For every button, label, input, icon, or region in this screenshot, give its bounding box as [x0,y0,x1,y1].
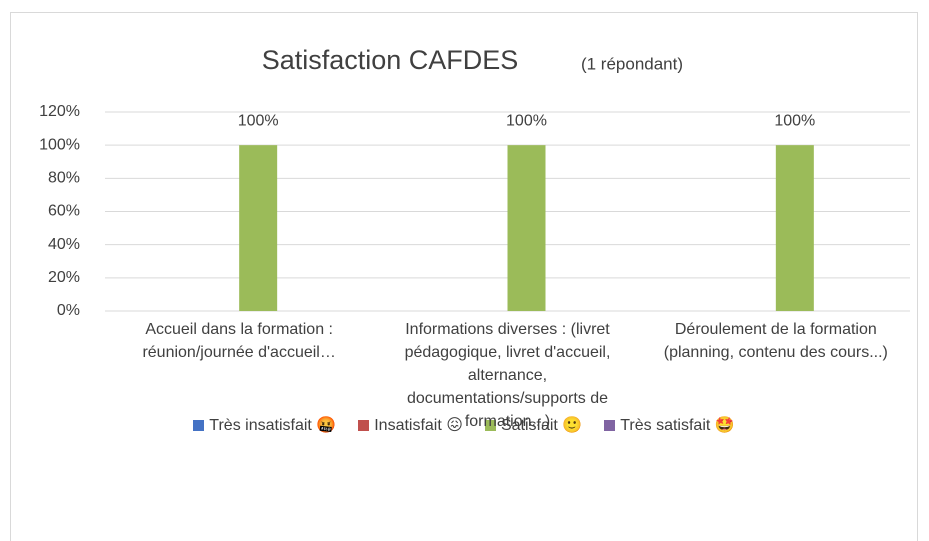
legend-swatch [484,419,496,431]
chart-border [10,12,918,541]
y-tick-label: 100% [39,136,80,153]
y-tick-label: 80% [48,170,80,187]
x-tick-label: Accueil dans la formation : réunion/jour… [142,321,336,361]
legend-swatch [604,419,616,431]
legend-label: Satisfait 🙂 [500,417,583,434]
bar [775,145,814,311]
legend-label: Très insatisfait 🤬 [209,417,337,434]
y-tick-label: 0% [57,302,80,319]
data-label: 100% [774,112,815,129]
legend-item: Insatisfait 😖 [358,415,463,435]
x-tick-label: Informations diverses : (livret pédagogi… [404,321,611,430]
chart-title: Satisfaction CAFDES [262,45,519,75]
legend-item: Très satisfait 🤩 [604,415,735,435]
legend-item: Satisfait 🙂 [484,415,583,435]
legend-swatch [358,419,370,431]
data-label: 100% [238,112,279,129]
legend: Très insatisfait 🤬 Insatisfait 😖 Satisfait… [10,415,918,435]
y-tick-label: 120% [39,103,80,120]
bar [239,145,278,311]
legend-label: Très satisfait 🤩 [620,417,735,434]
chart-subtitle: (1 répondant) [581,54,683,73]
y-tick-label: 40% [48,236,80,253]
legend-swatch [193,419,205,431]
data-label: 100% [506,112,547,129]
x-tick-label: Déroulement de la formation (planning, c… [663,321,888,361]
bar [507,145,546,311]
y-tick-label: 20% [48,269,80,286]
legend-item: Très insatisfait 🤬 [193,415,336,435]
y-tick-label: 60% [48,203,80,220]
legend-label: Insatisfait 😖 [374,417,463,434]
